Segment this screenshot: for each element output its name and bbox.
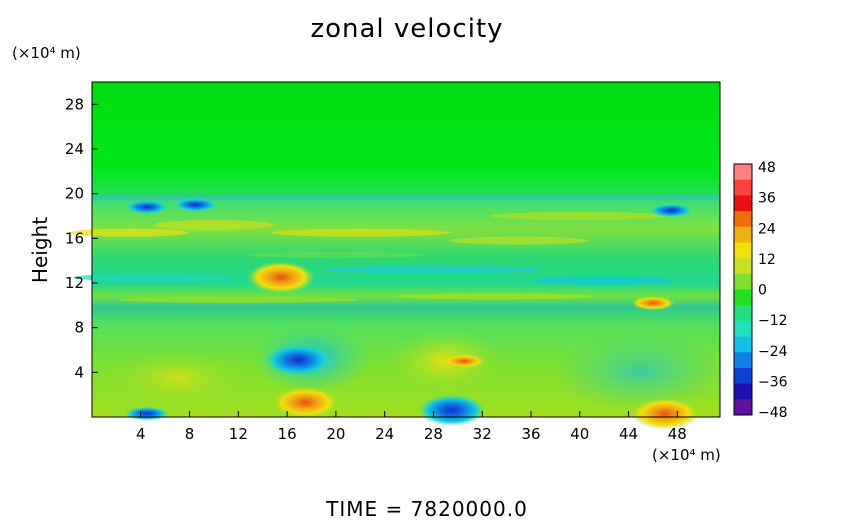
x-tick-label: 44 [619,425,638,443]
time-label: TIME = 7820000.0 [326,497,528,521]
turbulence-streak [118,296,359,303]
x-tick-label: 16 [278,425,297,443]
y-tick: 16 [65,229,98,247]
turbulence-streak [72,273,233,282]
colorbar-swatch [734,320,752,338]
y-tick: 8 [74,319,98,337]
colorbar-tick-label: −12 [758,313,788,329]
y-tick-label: 8 [74,319,84,337]
colorbar-swatch [734,258,752,275]
y-tick: 12 [65,274,98,292]
velocity-extremum [271,386,340,419]
velocity-extremum [124,200,169,215]
chart-title: zonal velocity [310,14,504,44]
colorbar-tick-label: −48 [758,405,788,421]
x-tick: 12 [229,411,248,443]
x-tick-label: 4 [136,425,146,443]
colorbar-swatch [734,211,752,228]
turbulence-streak [394,293,595,300]
x-tick-label: 32 [473,425,492,443]
y-tick-label: 12 [65,274,84,292]
x-tick-label: 40 [570,425,589,443]
x-tick: 24 [375,411,394,443]
turbulence-streak [448,236,589,245]
cyan-region [550,332,731,413]
colorbar-swatch [734,399,752,416]
colorbar-swatch [734,179,752,196]
velocity-extremum [630,296,675,311]
x-tick-label: 48 [668,425,687,443]
x-tick-label: 20 [326,425,345,443]
turbulence-streak [534,276,675,285]
x-axis-unit: (×10⁴ m) [652,446,721,464]
colorbar-swatch [734,195,752,212]
velocity-extremum [124,406,169,421]
x-tick-label: 8 [185,425,195,443]
plot-frame [91,81,721,418]
colorbar-tick-label: −24 [758,344,788,360]
colorbar-swatch [734,336,752,353]
x-tick: 32 [473,411,492,443]
x-tick: 44 [619,411,638,443]
x-tick: 20 [326,411,345,443]
y-tick: 4 [74,363,98,381]
colorbar-tick-label: 12 [758,252,776,268]
velocity-extremum [649,203,694,218]
x-tick: 28 [424,411,443,443]
colorbar-swatch [734,305,752,322]
y-tick-label: 4 [74,363,84,381]
colorbar-swatch [734,226,752,243]
y-tick: 20 [65,185,98,203]
velocity-extremum [173,197,218,212]
colorbar-swatch [734,383,752,400]
yellow-region [107,347,248,408]
colorbar-tick-label: 24 [758,221,776,237]
y-tick: 28 [65,95,98,113]
y-tick-label: 16 [65,229,84,247]
x-tick: 48 [668,411,687,443]
colorbar-swatch [734,164,752,181]
x-tick: 16 [278,411,297,443]
colorbar-swatch [734,273,752,290]
x-tick-label: 36 [521,425,540,443]
velocity-extremum [441,354,486,369]
turbulence-streak [270,228,451,237]
colorbar-tick-label: 0 [758,283,767,299]
turbulence-streak [323,265,544,274]
x-tick: 8 [185,411,195,443]
x-tick-label: 28 [424,425,443,443]
x-tick-label: 12 [229,425,248,443]
velocity-extremum [631,397,700,430]
colorbar-tick-label: −36 [758,374,788,390]
y-axis-unit: (×10⁴ m) [12,44,81,62]
turbulence-streak [489,212,670,220]
velocity-extremum [417,394,486,427]
y-tick-label: 24 [65,140,84,158]
y-tick-label: 20 [65,185,84,203]
colorbar-tick-label: 36 [758,191,776,207]
x-tick: 36 [521,411,541,443]
velocity-extremum [264,344,333,377]
x-tick-label: 24 [375,425,394,443]
x-tick: 4 [136,411,146,443]
x-tick: 40 [570,411,589,443]
colorbar-swatch [734,367,752,385]
y-tick: 24 [65,140,98,158]
y-tick-label: 28 [65,95,84,113]
colorbar-swatch [734,289,752,306]
turbulence-streak [68,228,189,237]
turbulence-streak [245,252,426,259]
colorbar-frame [733,163,753,416]
colorbar-swatch [734,242,752,259]
velocity-extremum [247,261,316,294]
colorbar-swatch [734,352,752,369]
turbulence-streak [153,219,274,230]
colorbar-tick-label: 48 [758,160,776,176]
